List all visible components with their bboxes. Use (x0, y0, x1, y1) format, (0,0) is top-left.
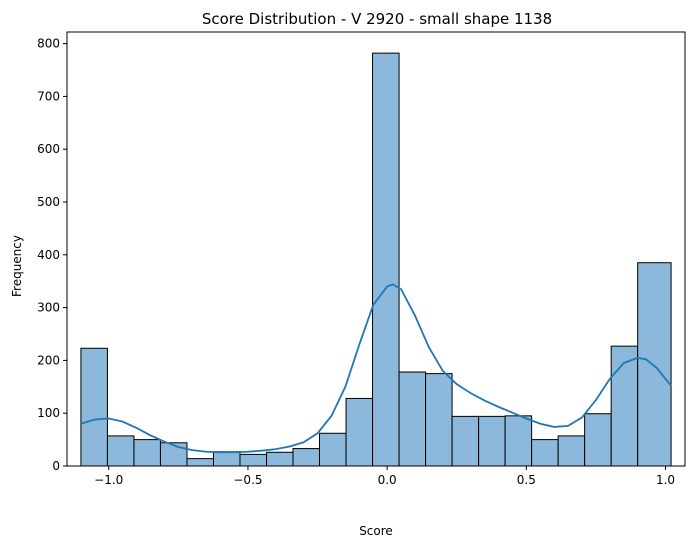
chart-title: Score Distribution - V 2920 - small shap… (202, 10, 552, 28)
y-tick-label: 200 (37, 353, 60, 367)
histogram-bar (133, 439, 161, 467)
histogram-bar (159, 442, 188, 467)
histogram-bar (557, 435, 586, 467)
histogram-bar (292, 448, 321, 467)
histogram-bar (239, 453, 268, 467)
y-tick-label: 400 (37, 248, 60, 262)
histogram-bar (398, 371, 427, 467)
kde-curve (80, 283, 672, 454)
y-tick-label: 0 (52, 459, 60, 473)
x-tick-label: 0.5 (517, 473, 536, 487)
histogram-bar (345, 397, 374, 467)
histogram-bar (372, 52, 400, 467)
x-axis-label: Score (359, 524, 393, 538)
x-tick-label: 0.0 (378, 473, 397, 487)
y-tick-label: 100 (37, 406, 60, 420)
histogram-bar (531, 439, 559, 467)
x-tick-label: −0.5 (233, 473, 262, 487)
histogram-bars (80, 52, 672, 467)
x-tick-label: 1.0 (656, 473, 675, 487)
histogram-bar (319, 432, 347, 467)
y-axis: 0 100 200 300 400 500 600 700 800 (37, 37, 67, 473)
y-tick-label: 700 (37, 89, 60, 103)
histogram-bar (637, 262, 672, 467)
y-tick-label: 500 (37, 195, 60, 209)
histogram-bar (610, 345, 639, 467)
histogram-bar (478, 415, 506, 467)
histogram-bar (106, 435, 135, 467)
histogram-bar (212, 451, 241, 467)
y-tick-label: 800 (37, 37, 60, 51)
histogram-bar (451, 415, 480, 467)
plot-frame (66, 31, 686, 467)
x-tick-label: −1.0 (94, 473, 123, 487)
y-tick-label: 300 (37, 301, 60, 315)
x-axis: −1.0 −0.5 0.0 0.5 1.0 (94, 466, 675, 487)
histogram-bar (504, 415, 533, 467)
histogram-bar (186, 458, 214, 467)
histogram-bar (584, 413, 612, 467)
y-tick-label: 600 (37, 142, 60, 156)
y-axis-label: Frequency (10, 235, 24, 297)
histogram-bar (425, 373, 453, 467)
histogram-bar (80, 347, 108, 467)
histogram-bar (266, 451, 294, 467)
